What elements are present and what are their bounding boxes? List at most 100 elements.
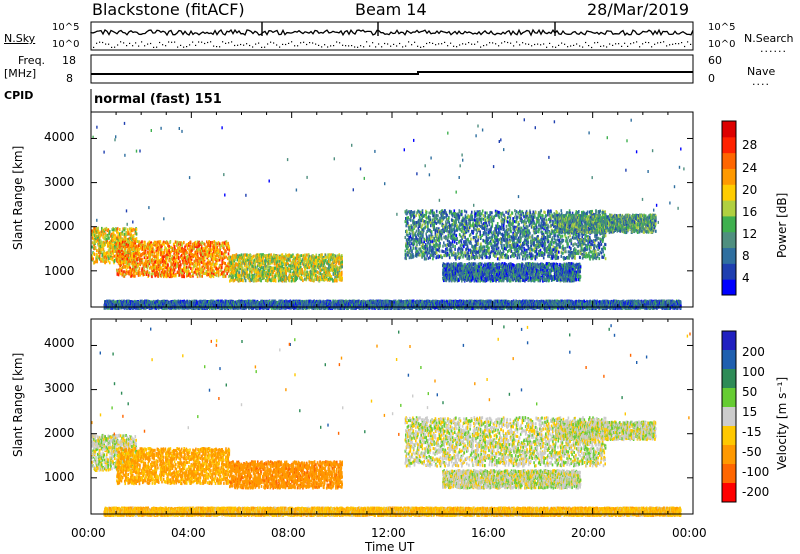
echo-cell bbox=[201, 241, 203, 244]
echo-cell bbox=[300, 254, 302, 257]
echo-cell bbox=[136, 233, 138, 236]
echo-cell bbox=[190, 267, 192, 270]
echo-cell bbox=[187, 247, 189, 250]
echo-cell bbox=[149, 271, 151, 274]
echo-cell bbox=[168, 245, 170, 248]
echo-cell bbox=[207, 268, 209, 271]
echo-cell bbox=[289, 279, 291, 282]
echo-cell bbox=[230, 268, 232, 271]
echo-cell bbox=[201, 275, 203, 278]
echo-cell bbox=[290, 270, 292, 273]
echo-cell bbox=[113, 231, 115, 234]
echo-cell bbox=[316, 256, 318, 259]
echo-cell bbox=[180, 263, 182, 266]
echo-cell bbox=[99, 255, 101, 258]
echo-cell bbox=[97, 227, 99, 230]
echo-cell bbox=[128, 241, 130, 244]
echo-cell bbox=[109, 230, 111, 233]
echo-cell bbox=[119, 228, 121, 231]
echo-cell bbox=[122, 255, 124, 258]
echo-cell bbox=[208, 255, 210, 258]
echo-cell bbox=[140, 274, 142, 277]
echo-cell bbox=[219, 242, 221, 245]
echo-cell bbox=[122, 233, 124, 236]
echo-cell bbox=[306, 254, 308, 257]
echo-cell bbox=[120, 243, 122, 246]
echo-cell bbox=[216, 246, 218, 249]
echo-cell bbox=[94, 253, 96, 256]
echo-cell bbox=[190, 275, 192, 278]
echo-cell bbox=[217, 259, 219, 262]
echo-cell bbox=[226, 240, 228, 243]
echo-cell bbox=[136, 237, 138, 240]
echo-cell bbox=[202, 253, 204, 256]
echo-cell bbox=[218, 250, 220, 253]
echo-cell bbox=[121, 247, 123, 250]
echo-cell bbox=[246, 263, 248, 266]
echo-cell bbox=[207, 265, 209, 268]
echo-cell bbox=[125, 227, 127, 230]
echo-cell bbox=[119, 268, 121, 271]
echo-cell bbox=[285, 272, 287, 275]
echo-cell bbox=[204, 243, 206, 246]
echo-cell bbox=[223, 244, 225, 247]
echo-cell bbox=[302, 279, 304, 282]
echo-cell bbox=[218, 274, 220, 277]
echo-cell bbox=[113, 228, 115, 231]
echo-cell bbox=[296, 277, 298, 280]
echo-cell bbox=[242, 279, 244, 282]
echo-cell bbox=[312, 276, 314, 279]
echo-cell bbox=[308, 266, 310, 269]
echo-cell bbox=[227, 262, 229, 265]
echo-cell bbox=[241, 253, 243, 256]
echo-cell bbox=[149, 258, 151, 261]
echo-cell bbox=[134, 275, 136, 278]
echo-cell bbox=[178, 257, 180, 260]
echo-cell bbox=[175, 273, 177, 276]
echo-cell bbox=[109, 261, 111, 264]
echo-cell bbox=[245, 279, 247, 282]
echo-cell bbox=[151, 275, 153, 278]
echo-cell bbox=[167, 264, 169, 267]
echo-cell bbox=[174, 269, 176, 272]
echo-cell bbox=[126, 269, 128, 272]
echo-cell bbox=[127, 258, 129, 261]
echo-cell bbox=[136, 228, 138, 231]
echo-cell bbox=[251, 271, 253, 274]
echo-cell bbox=[204, 257, 206, 260]
echo-cell bbox=[314, 278, 316, 281]
echo-cell bbox=[282, 278, 284, 281]
echo-cell bbox=[120, 272, 122, 275]
echo-cell bbox=[183, 275, 185, 278]
echo-cell bbox=[216, 262, 218, 265]
echo-cell bbox=[114, 255, 116, 258]
echo-cell bbox=[195, 262, 197, 265]
echo-cell bbox=[120, 236, 122, 239]
echo-cell bbox=[92, 257, 94, 260]
echo-cell bbox=[213, 275, 215, 278]
echo-cell bbox=[222, 253, 224, 256]
echo-cell bbox=[229, 249, 231, 252]
echo-cell bbox=[331, 275, 333, 278]
echo-cell bbox=[152, 258, 154, 261]
echo-cell bbox=[108, 236, 110, 239]
echo-cell bbox=[135, 269, 137, 272]
echo-cell bbox=[152, 272, 154, 275]
echo-cell bbox=[181, 242, 183, 245]
echo-cell bbox=[224, 262, 226, 265]
echo-cell bbox=[163, 243, 165, 246]
echo-cell bbox=[154, 252, 156, 255]
echo-cell bbox=[96, 249, 98, 252]
echo-cell bbox=[190, 241, 192, 244]
echo-cell bbox=[170, 240, 172, 243]
echo-cell bbox=[195, 255, 197, 258]
echo-cell bbox=[180, 266, 182, 269]
echo-cell bbox=[270, 262, 272, 265]
echo-cell bbox=[176, 244, 178, 247]
echo-cell bbox=[112, 256, 114, 259]
echo-cell bbox=[160, 240, 162, 243]
echo-cell bbox=[210, 244, 212, 247]
echo-cell bbox=[157, 256, 159, 259]
echo-cell bbox=[132, 228, 134, 231]
